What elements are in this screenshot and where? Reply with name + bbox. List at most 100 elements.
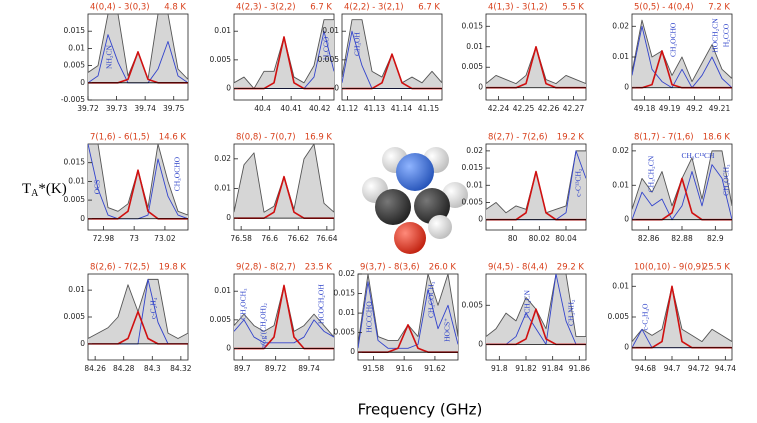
y-tick-label: 0.01	[322, 26, 339, 35]
panel-title: 5(0,5) - 4(0,4)	[634, 3, 694, 13]
x-axis-label: Frequency (GHz)	[358, 401, 483, 419]
x-tick-label: 76.58	[230, 234, 252, 243]
panel-title: 10(0,10) - 9(0,9)	[634, 263, 704, 273]
x-tick-label: 39.72	[77, 104, 99, 113]
panel: 5(0,5) - 4(0,4) 7.2 K 49.18 49.19 49.2 49.21 0…	[612, 3, 733, 113]
x-tick-label: 80.02	[529, 234, 551, 243]
panel-temperature: 19.8 K	[159, 263, 187, 273]
x-tick-label: 41.14	[391, 104, 413, 113]
x-tick-label: 94.74	[715, 364, 737, 373]
spectrum-line	[632, 285, 732, 343]
x-tick-label: 76.64	[316, 234, 338, 243]
x-tick-label: 73	[129, 234, 139, 243]
species-label: CH₃OCHO	[173, 156, 182, 191]
y-tick-label: 0.005	[318, 55, 340, 64]
y-tick-label: 0.015	[64, 26, 86, 35]
panel-title: 8(2,7) - 7(2,6)	[488, 133, 548, 143]
panel: 9(4,5) - 8(4,4) 29.2 K 91.8 91.82 91.84 91.86…	[462, 263, 591, 374]
x-tick-label: 91.84	[542, 364, 564, 373]
x-tick-label: 49.2	[686, 104, 703, 113]
panel-title: 9(4,5) - 8(4,4)	[488, 263, 548, 273]
y-tick-label: -0.005	[61, 95, 85, 104]
panel-temperature: 14.6 K	[159, 133, 187, 143]
y-tick-label: 0.01	[612, 180, 629, 189]
y-tick-label: 0.01	[214, 183, 231, 192]
y-tick-label: 0.01	[338, 308, 355, 317]
spectrum-area	[486, 150, 586, 220]
spectrum-line	[632, 164, 732, 221]
panel-temperature: 6.7 K	[418, 3, 440, 13]
y-tick-label: 0.01	[612, 281, 629, 290]
panel-temperature: 25.5 K	[703, 263, 731, 273]
x-tick-label: 40.42	[309, 104, 331, 113]
panel-temperature: 18.6 K	[703, 133, 731, 143]
species-label: CH₃C¹³CH	[682, 151, 716, 160]
panel: 8(0,8) - 7(0,7) 16.9 K 76.58 76.6 76.62 76.64…	[214, 133, 338, 244]
y-tick-label: 0.015	[334, 289, 356, 298]
species-label: OCS	[93, 180, 102, 195]
y-tick-label: 0	[80, 339, 85, 348]
spectrum-area	[88, 144, 188, 219]
x-tick-label: 42.27	[563, 104, 585, 113]
panel: 7(1,6) - 6(1,5) 14.6 K 72.98 73 73.02 0 0.005 0…	[64, 133, 189, 243]
y-tick-label: 0.005	[210, 55, 232, 64]
x-tick-label: 41.15	[418, 104, 440, 113]
species-label: HCCCHO	[365, 301, 374, 333]
spectrum-line	[632, 19, 732, 83]
panel-title: 4(1,3) - 3(1,2)	[488, 3, 548, 13]
species-label: CH₃OH	[353, 32, 362, 56]
panel: 4(2,3) - 3(2,2) 6.7 K 40.4 40.41 40.42 0 0.005…	[210, 3, 335, 113]
y-label-base: T	[22, 181, 31, 197]
panel: 10(0,10) - 9(0,9)25.5 K 94.68 94.7 94.72 94.…	[608, 263, 737, 374]
y-tick-label: 0.02	[612, 21, 629, 30]
x-tick-label: 91.58	[363, 364, 385, 373]
y-tick-label: 0.02	[466, 146, 483, 155]
y-tick-label: 0.015	[462, 163, 484, 172]
panel-title: 9(3,7) - 8(3,6)	[360, 263, 420, 273]
species-label: NH₂CN	[105, 44, 114, 68]
x-tick-label: 84.26	[84, 364, 106, 373]
x-tick-label: 41.13	[364, 104, 386, 113]
y-tick-label: 0	[478, 215, 483, 224]
panel-temperature: 23.5 K	[305, 263, 333, 273]
x-tick-label: 82.9	[707, 234, 724, 243]
panel-temperature: 29.2 K	[557, 263, 585, 273]
species-label: HCOCH₂OH	[317, 284, 326, 324]
y-tick-label: 0.01	[612, 52, 629, 61]
x-tick-label: 91.8	[491, 364, 508, 373]
species-label: CH₃OCH₃	[239, 288, 248, 320]
x-tick-label: 49.18	[634, 104, 656, 113]
y-tick-label: 0.01	[466, 42, 483, 51]
y-tick-label: 0.01	[214, 26, 231, 35]
y-tick-label: 0	[478, 83, 483, 92]
spectrum-area	[88, 14, 188, 83]
y-tick-label: 0	[80, 78, 85, 87]
x-tick-label: 91.6	[396, 364, 413, 373]
y-tick-label: 0	[334, 84, 339, 93]
spectrum-line	[234, 319, 334, 344]
x-tick-label: 72.98	[93, 234, 115, 243]
x-tick-label: 82.86	[638, 234, 660, 243]
x-tick-label: 91.82	[515, 364, 537, 373]
y-tick-label: 0.015	[462, 21, 484, 30]
species-label: CH₃OCH₃	[722, 164, 731, 196]
y-tick-label: 0	[226, 84, 231, 93]
x-tick-label: 91.86	[569, 364, 591, 373]
y-tick-label: 0.01	[68, 285, 85, 294]
species-label: CH₃OCHO	[669, 22, 678, 57]
panel: 9(3,7) - 8(3,6) 26.0 K 91.58 91.6 91.62 0 0.00…	[334, 263, 459, 373]
x-tick-label: 76.62	[288, 234, 310, 243]
x-tick-label: 42.26	[538, 104, 560, 113]
y-tick-label: 0.02	[214, 154, 231, 163]
panel-temperature: 4.8 K	[164, 3, 186, 13]
y-axis-label: TA*(K)	[22, 181, 67, 199]
panel-temperature: 7.2 K	[708, 3, 730, 13]
x-tick-label: 84.28	[113, 364, 135, 373]
x-tick-label: 94.7	[664, 364, 681, 373]
species-label: c-C¹³CH₂	[574, 168, 583, 197]
y-tick-label: 0.01	[466, 180, 483, 189]
y-tick-label: 0.005	[334, 328, 356, 337]
y-tick-label: 0.015	[64, 158, 86, 167]
panel-title: 4(2,2) - 3(2,1)	[344, 3, 404, 13]
